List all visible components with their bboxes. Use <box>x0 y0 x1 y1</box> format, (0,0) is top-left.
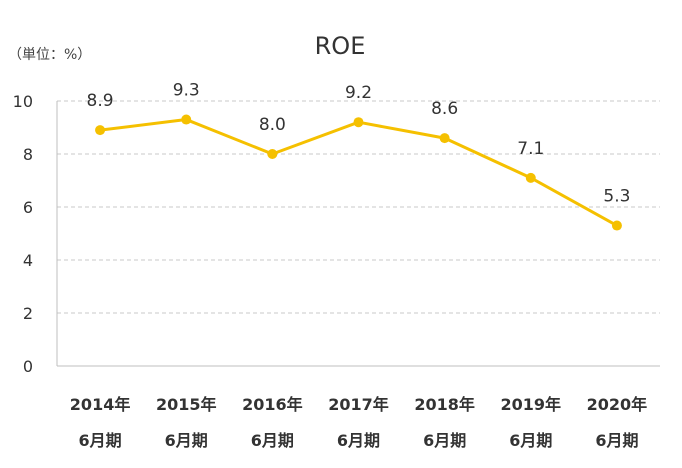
data-label: 8.6 <box>431 99 458 119</box>
data-point <box>611 220 622 231</box>
roe-series <box>95 114 622 231</box>
data-point <box>353 117 364 128</box>
y-tick-label: 4 <box>23 251 33 270</box>
data-point <box>439 133 450 144</box>
x-tick-label: 2014年 <box>70 395 131 414</box>
x-tick-label: 2019年 <box>501 395 562 414</box>
x-tick-label: 2015年 <box>156 395 217 414</box>
x-tick-label: 2017年 <box>328 395 389 414</box>
data-label: 8.9 <box>87 91 114 111</box>
x-tick-label: 2016年 <box>242 395 303 414</box>
y-tick-label: 2 <box>23 304 33 323</box>
data-label: 9.2 <box>345 83 372 103</box>
x-tick-label: 6月期 <box>165 431 208 450</box>
x-tick-label: 6月期 <box>79 431 122 450</box>
y-tick-label: 8 <box>23 145 33 164</box>
data-point <box>95 125 106 136</box>
gridlines <box>57 100 660 314</box>
data-label: 7.1 <box>517 139 544 159</box>
data-label: 8.0 <box>259 115 286 135</box>
y-tick-label: 0 <box>23 357 33 376</box>
y-tick-label: 6 <box>23 198 33 217</box>
unit-label: （単位：%） <box>8 47 92 63</box>
x-tick-label: 6月期 <box>251 431 294 450</box>
x-tick-label: 2018年 <box>414 395 475 414</box>
x-tick-label: 6月期 <box>509 431 552 450</box>
data-point <box>267 149 278 159</box>
x-tick-label: 6月期 <box>423 431 466 450</box>
data-labels: 8.9 9.3 8.0 9.2 8.6 7.1 5.3 <box>87 81 631 207</box>
data-label: 5.3 <box>603 187 630 207</box>
x-tick-label: 6月期 <box>595 431 638 450</box>
x-tick-labels: 2014年 6月期 2015年 6月期 2016年 6月期 2017年 6月期 2018年 6月期… <box>70 395 647 450</box>
chart-title: ROE <box>315 32 366 60</box>
series-line <box>99 118 618 227</box>
y-tick-label: 10 <box>13 92 33 111</box>
data-point <box>525 172 536 183</box>
data-point <box>181 114 192 125</box>
x-tick-label: 2020年 <box>587 395 648 414</box>
data-label: 9.3 <box>173 81 200 101</box>
x-tick-label: 6月期 <box>337 431 380 450</box>
y-tick-labels: 0 2 4 6 8 10 <box>13 92 33 376</box>
